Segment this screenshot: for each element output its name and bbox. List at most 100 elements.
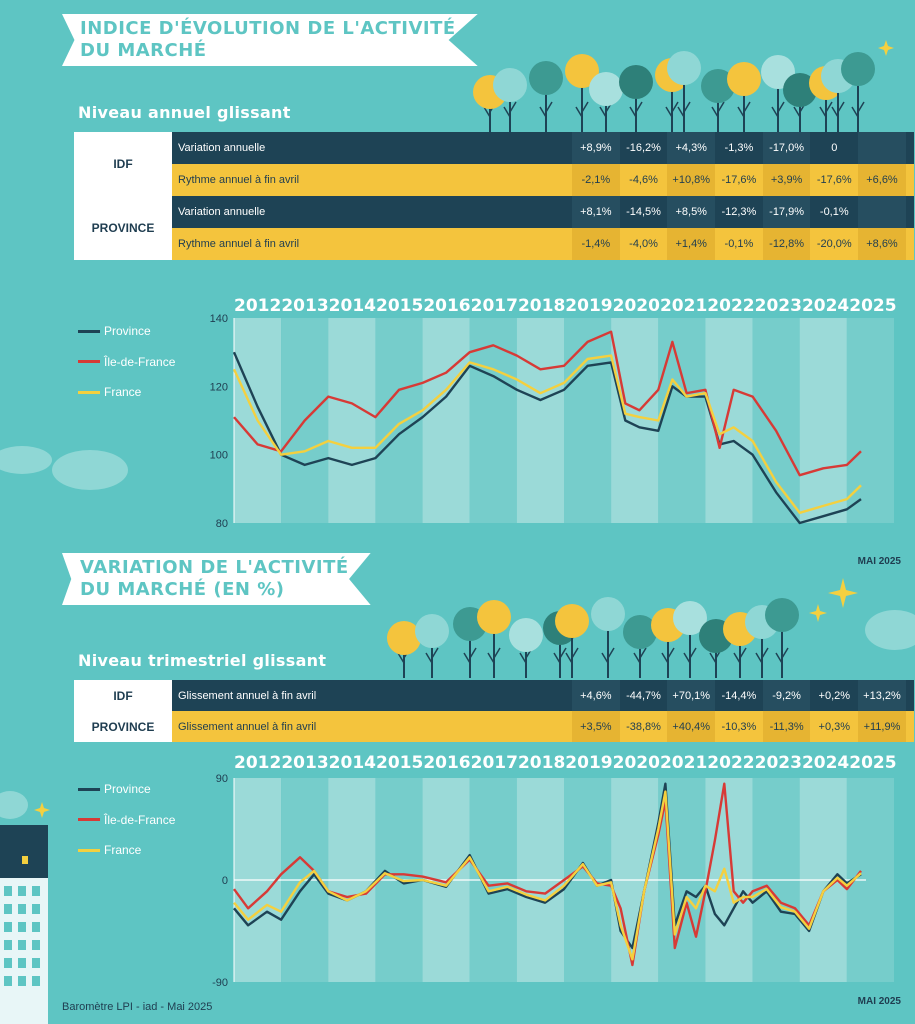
- y-tick-label: 100: [210, 450, 228, 462]
- table-cell: +3,9%: [762, 164, 811, 196]
- table-cell: -10,3%: [721, 720, 757, 733]
- table-cell: +8,9%: [572, 132, 620, 164]
- table-cell: -38,8%: [626, 720, 661, 733]
- table-row: Rythme annuel à fin avril -2,1% -4,6% +10,8…: [172, 164, 914, 196]
- section1-subtitle: Niveau annuel glissant: [78, 103, 291, 122]
- table-cell: -4,0%: [629, 238, 658, 250]
- year-label: 2023: [754, 296, 802, 316]
- section2-table: IDF PROVINCE Glissement annuel à fin avr…: [74, 680, 914, 742]
- section1-title-line2: DU MARCHÉ: [80, 40, 207, 61]
- y-tick-label: 90: [216, 773, 228, 785]
- year-label: 2014: [328, 296, 376, 316]
- series-line-ledefrance: [233, 330, 862, 477]
- section1-date-note: MAI 2025: [857, 556, 901, 567]
- section1-table: IDF PROVINCE Variation annuelle +8,9% -16,…: [74, 132, 914, 260]
- year-label: 2019: [565, 296, 613, 316]
- star-icon: [34, 40, 894, 818]
- table-cell: -9,2%: [762, 680, 811, 711]
- row-label: Rythme annuel à fin avril: [178, 174, 300, 186]
- legend-item-france: France: [78, 377, 175, 408]
- year-label: 2023: [754, 753, 802, 773]
- table-cell: -4,6%: [629, 174, 658, 186]
- table-cell: -14,5%: [626, 206, 661, 218]
- year-band: [846, 318, 894, 523]
- year-label: 2012: [234, 296, 282, 316]
- year-label: 2024: [801, 296, 850, 316]
- row-label: Rythme annuel à fin avril: [178, 238, 300, 250]
- year-label: 2022: [707, 753, 755, 773]
- year-label: 2012: [234, 753, 282, 773]
- table-cell: +0,3%: [818, 720, 851, 733]
- y-tick-label: 0: [222, 875, 228, 887]
- year-band: [564, 318, 612, 523]
- year-label: 2022: [707, 296, 755, 316]
- section2-year-axis: 2012 2013 2014 2015 2016 2017 2018 2019 2020 2021…: [234, 753, 897, 773]
- year-band: [799, 318, 847, 523]
- table-cell: [858, 196, 906, 228]
- legend-item-province: Province: [78, 774, 175, 805]
- year-band: [422, 318, 470, 523]
- table-row: Variation annuelle +8,1% -14,5% +8,5% -12,3%…: [172, 196, 914, 228]
- year-label: 2025: [849, 753, 897, 773]
- section1-title-line1: INDICE D'ÉVOLUTION DE L'ACTIVITÉ: [80, 18, 456, 39]
- table-cell: -1,4%: [572, 228, 620, 260]
- table-cell: +3,5%: [572, 711, 620, 742]
- year-label: 2014: [328, 753, 376, 773]
- year-band: [328, 318, 376, 523]
- y-tick-label: 80: [216, 518, 228, 530]
- table-cell: +6,6%: [858, 164, 906, 196]
- table-row: Glissement annuel à fin avril +4,6% -44,7%…: [172, 680, 914, 711]
- year-label: 2020: [612, 296, 660, 316]
- legend-item-idf: Île-de-France: [78, 347, 175, 378]
- year-label: 2017: [470, 753, 518, 773]
- section2-title-line1: VARIATION DE L'ACTIVITÉ: [80, 557, 349, 578]
- table-cell: -0,1%: [724, 238, 754, 250]
- year-label: 2016: [423, 296, 471, 316]
- year-label: 2016: [423, 753, 471, 773]
- legend-item-idf: Île-de-France: [78, 805, 175, 836]
- series-line-province: [232, 351, 862, 525]
- table-cell: +8,5%: [667, 196, 716, 228]
- table-cell: +4,6%: [572, 680, 620, 711]
- table-cell: -44,7%: [626, 689, 661, 702]
- table-row: Rythme annuel à fin avril -1,4% -4,0% +1,4%…: [172, 228, 914, 260]
- year-band: [752, 318, 800, 523]
- y-tick-label: 140: [210, 313, 228, 325]
- legend-label: Île-de-France: [104, 354, 176, 369]
- legend-label: Province: [104, 782, 151, 797]
- year-label: 2017: [470, 296, 518, 316]
- region-label-province: PROVINCE: [91, 221, 155, 235]
- table-cell: -17,6%: [721, 174, 757, 186]
- legend-label: France: [104, 385, 142, 400]
- legend-label: France: [104, 843, 142, 858]
- section2-subtitle: Niveau trimestriel glissant: [78, 651, 327, 670]
- row-label: Glissement annuel à fin avril: [178, 689, 317, 702]
- year-label: 2018: [517, 296, 566, 316]
- section2-legend: Province Île-de-France France: [78, 774, 175, 866]
- table-cell: -17,0%: [762, 132, 811, 164]
- cloud-icon: [0, 446, 915, 819]
- table-cell: -2,1%: [572, 164, 620, 196]
- section2-title: VARIATION DE L'ACTIVITÉ DU MARCHÉ (EN %): [62, 553, 371, 605]
- year-label: 2013: [281, 753, 329, 773]
- table-cell: -0,1%: [819, 206, 849, 218]
- year-label: 2025: [849, 296, 897, 316]
- table-cell: -12,8%: [762, 228, 811, 260]
- legend-item-province: Province: [78, 316, 175, 347]
- table-cell: 0: [831, 142, 838, 154]
- year-band: [658, 318, 706, 523]
- section1-title: INDICE D'ÉVOLUTION DE L'ACTIVITÉ DU MARC…: [62, 14, 478, 66]
- section2-date-note: MAI 2025: [857, 996, 901, 1007]
- series-line-france: [233, 790, 862, 961]
- building-icon: [0, 825, 48, 1024]
- table-cell: +11,9%: [858, 711, 906, 742]
- table-row: Variation annuelle +8,9% -16,2% +4,3% -1,3% -…: [172, 132, 914, 164]
- year-band: [516, 318, 564, 523]
- row-label: Variation annuelle: [178, 142, 266, 154]
- table-cell: -17,6%: [816, 174, 852, 186]
- legend-label: Île-de-France: [104, 812, 176, 827]
- table-cell: -17,9%: [762, 196, 811, 228]
